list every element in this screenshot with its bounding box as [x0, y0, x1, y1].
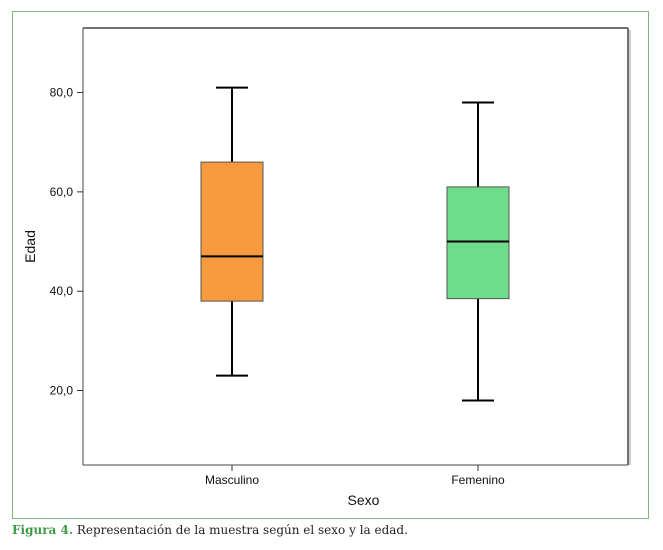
y-tick-label: 80,0 [50, 86, 74, 100]
boxplot-chart: 20,040,060,080,0 Masculino Femenino Edad … [22, 27, 631, 508]
plot-area [82, 27, 631, 466]
x-axis: Masculino Femenino [205, 465, 505, 487]
y-axis-title: Edad [22, 230, 38, 263]
y-tick-label: 40,0 [50, 284, 74, 298]
y-axis: 20,0 40,0 60,0 80,0 [50, 86, 83, 398]
boxes-layer [200, 86, 510, 402]
box-femenino [446, 101, 510, 402]
x-tick-label: Femenino [451, 473, 505, 487]
x-tick-label: Masculino [205, 473, 259, 487]
box-masculino [200, 86, 264, 377]
y-tick-label: 20,0 [50, 384, 74, 398]
y-tick-label: 60,0 [50, 185, 74, 199]
plot-background [83, 28, 628, 465]
figure-caption: Figura 4. Representación de la muestra s… [12, 523, 408, 537]
box-iqr [200, 161, 264, 302]
caption-text: Representación de la muestra según el se… [73, 523, 408, 537]
x-axis-title: Sexo [348, 492, 380, 508]
caption-label: Figura 4. [12, 523, 73, 537]
box-iqr [446, 186, 510, 300]
